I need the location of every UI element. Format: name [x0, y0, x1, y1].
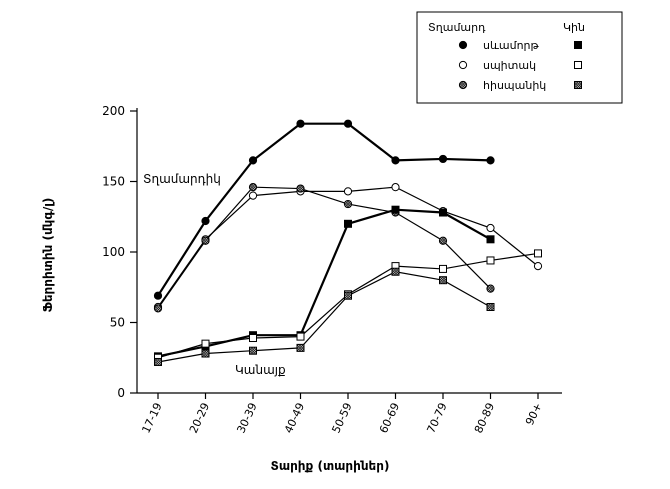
data-point-men-white [391, 183, 400, 192]
x-tick-label: 17-19 [139, 401, 164, 435]
data-point-men-hispanic [153, 304, 163, 313]
data-point-men-black [248, 156, 258, 165]
data-point-men-black [201, 216, 210, 226]
legend: Տղամարդ Կին սևամորթ սպիտակ հիսպանիկ [416, 11, 623, 104]
series-line-men-black [157, 122, 491, 297]
legend-label-white: սպիտակ [483, 59, 536, 72]
y-tick-label: 200 [102, 104, 125, 118]
data-point-women-hispanic [154, 357, 162, 366]
legend-marker-men-1 [458, 60, 468, 70]
data-point-women-hispanic [439, 276, 447, 285]
x-tick-label: 80-89 [472, 401, 497, 435]
series-women-hispanic [154, 267, 495, 366]
data-point-men-black [486, 156, 495, 165]
x-tick-label: 20-29 [187, 401, 212, 435]
data-point-women-hispanic [201, 349, 210, 358]
data-point-men-white [486, 223, 495, 233]
data-point-men-hispanic [248, 183, 258, 192]
men-annotation: Տղամարդիկ [143, 172, 221, 186]
data-point-women-white [249, 334, 257, 343]
legend-marker-men-2 [458, 80, 468, 90]
data-point-men-white [248, 191, 258, 200]
y-tick-label: 0 [117, 386, 125, 400]
series-line-men-hispanic [157, 186, 491, 309]
data-point-women-hispanic [249, 346, 257, 355]
legend-label-hispanic: հիսպանիկ [483, 79, 546, 92]
legend-marker-women-0 [574, 41, 582, 49]
data-point-women-black [486, 235, 495, 244]
data-point-women-hispanic [486, 302, 495, 311]
data-point-women-white [486, 256, 495, 265]
x-tick-label: 40-49 [282, 401, 307, 435]
x-axis-label: Տարիք (տարիներ) [271, 459, 390, 473]
data-point-men-hispanic [296, 184, 305, 193]
data-point-women-hispanic [391, 267, 400, 276]
x-tick-label: 70-79 [424, 401, 449, 435]
data-point-men-hispanic [438, 236, 448, 245]
data-point-women-hispanic [296, 343, 305, 352]
legend-markers [458, 40, 582, 90]
series-line-women-hispanic [157, 271, 491, 363]
y-ticks: 0 50 100 150 200 [102, 104, 137, 400]
data-point-men-black [343, 119, 353, 128]
data-point-men-white [533, 262, 543, 271]
y-tick-label: 100 [102, 245, 125, 259]
series-line-women-black [157, 208, 492, 358]
x-tick-label: 60-69 [377, 401, 402, 435]
data-point-women-hispanic [344, 291, 352, 300]
women-annotation: Կանայք [235, 363, 286, 377]
x-tick-label: 30-39 [234, 401, 259, 435]
legend-marker-women-1 [574, 61, 582, 69]
legend-label-black: սևամորթ [483, 39, 540, 52]
data-point-men-white [343, 187, 353, 196]
data-point-men-hispanic [343, 199, 353, 209]
data-point-women-black [391, 205, 400, 214]
data-point-women-black [344, 219, 352, 228]
x-tick-label: 90+ [523, 401, 545, 428]
data-point-men-hispanic [486, 284, 495, 293]
data-point-women-white [201, 339, 210, 348]
data-point-women-black [439, 208, 447, 217]
data-point-men-black [296, 119, 305, 128]
legend-women-header: Կին [563, 21, 585, 34]
x-tick-label: 50-59 [329, 401, 354, 435]
data-point-women-white [534, 249, 542, 258]
data-point-men-black [438, 154, 448, 164]
y-tick-label: 50 [110, 316, 125, 330]
series-men-black [153, 119, 495, 300]
legend-men-header: Տղամարդ [428, 21, 486, 34]
legend-marker-men-0 [458, 40, 468, 50]
series-layer [153, 119, 543, 366]
data-point-women-white [296, 332, 305, 341]
series-men-hispanic [153, 183, 495, 313]
y-axis-label: Ֆերրիտին (մկգ/լ) [41, 198, 55, 313]
data-point-men-black [391, 156, 400, 165]
data-point-women-white [439, 264, 447, 273]
series-line-women-white [157, 252, 539, 359]
legend-box [416, 11, 623, 104]
x-ticks: 17-19 20-29 30-39 40-49 50-59 60-69 70-79 80-89… [139, 393, 545, 435]
data-point-men-hispanic [201, 236, 210, 245]
data-point-men-black [153, 291, 163, 300]
y-tick-label: 150 [102, 175, 125, 189]
legend-marker-women-2 [574, 81, 582, 89]
